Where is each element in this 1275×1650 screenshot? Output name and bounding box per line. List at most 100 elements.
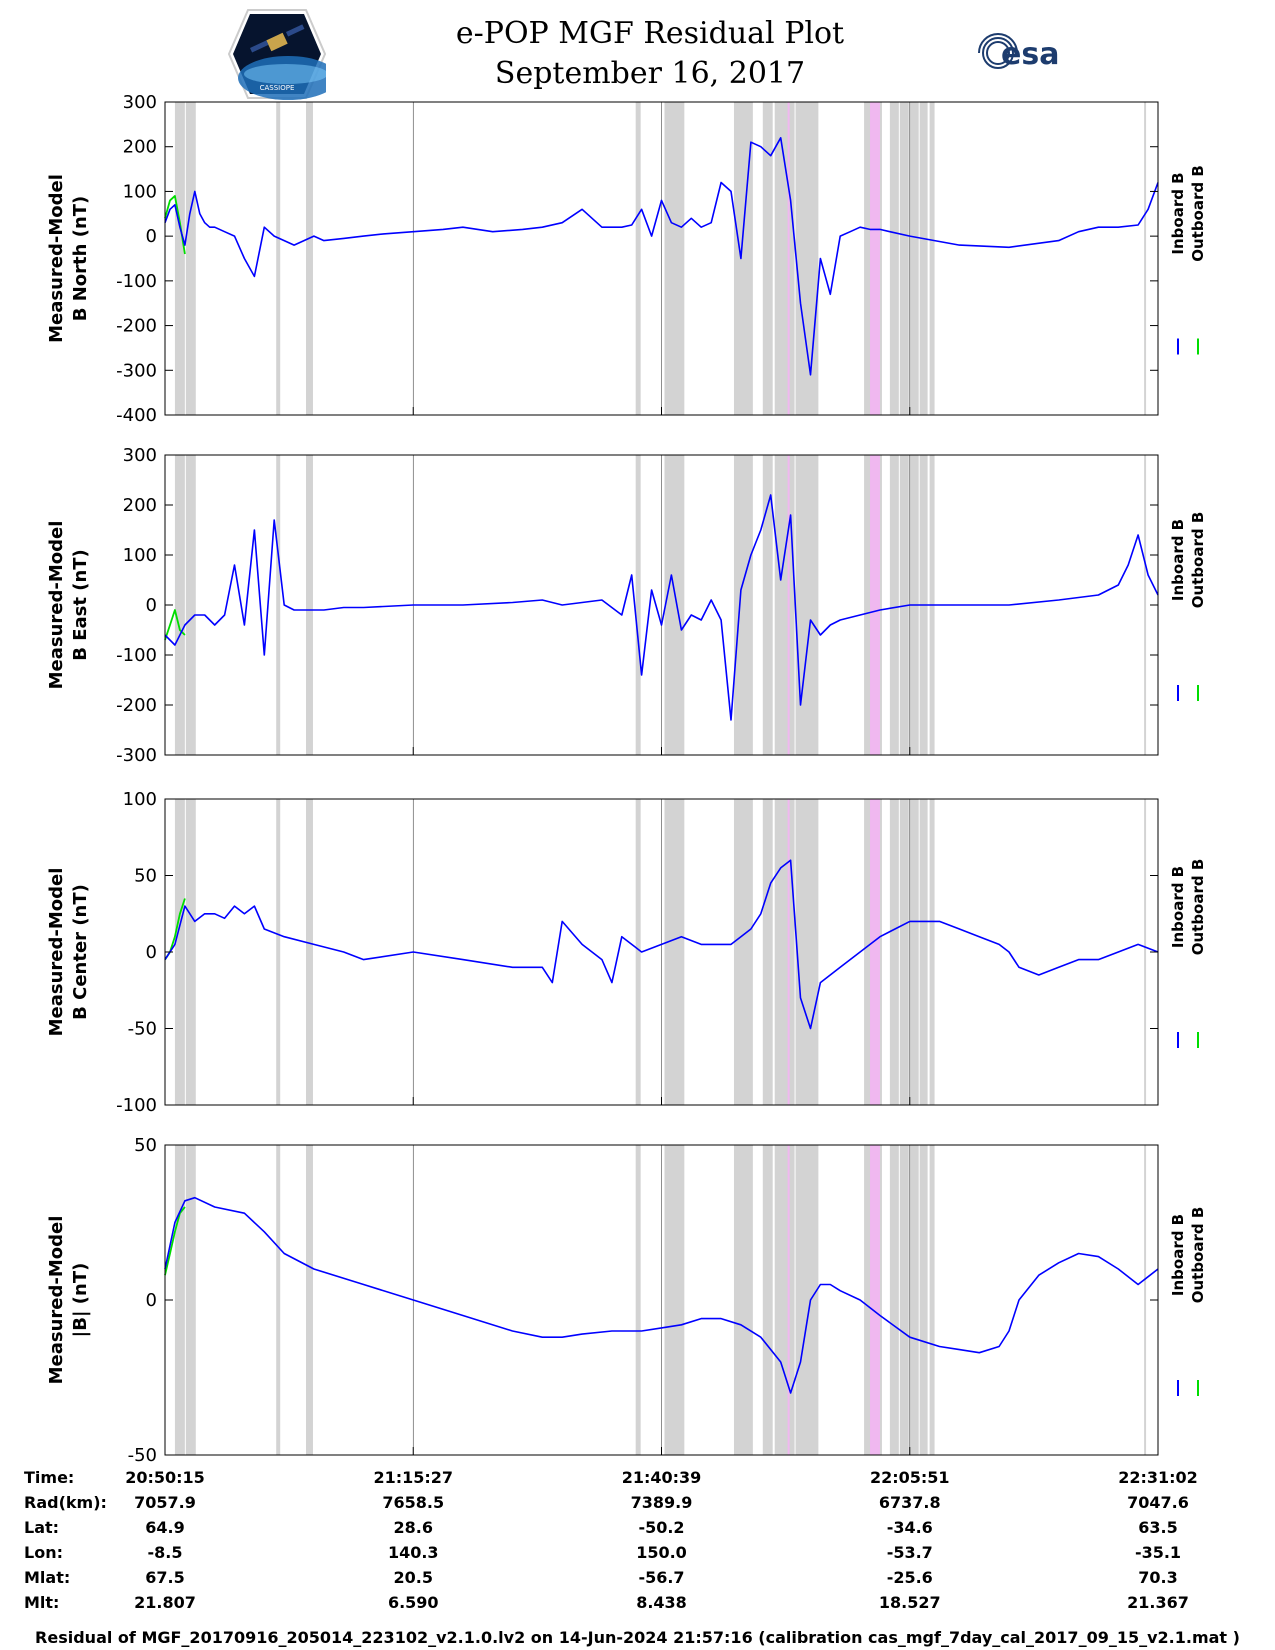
data-gap-band xyxy=(929,102,935,415)
data-gap-band xyxy=(635,799,641,1105)
info-cell: 21.807 xyxy=(134,1593,196,1612)
info-cell: 7057.9 xyxy=(134,1493,196,1512)
data-gap-band xyxy=(306,1145,313,1455)
y-tick-label: -400 xyxy=(116,405,157,426)
data-gap-highlight-band xyxy=(787,799,790,1105)
info-cell: 7047.6 xyxy=(1127,1493,1189,1512)
info-row-label: Mlt: xyxy=(24,1593,60,1612)
info-cell: -53.7 xyxy=(886,1543,933,1562)
cassiope-logo-text: CASSIOPE xyxy=(260,84,295,92)
data-gap-band xyxy=(774,1145,795,1455)
data-gap-highlight-band xyxy=(787,1145,790,1455)
y-axis-label-unit: B East (nT) xyxy=(70,549,91,661)
data-gap-band xyxy=(733,455,753,755)
info-cell: 28.6 xyxy=(393,1518,433,1537)
info-row: Mlt: 21.807 6.590 8.438 18.527 21.367 xyxy=(0,1593,1275,1617)
data-gap-band xyxy=(1144,102,1147,415)
info-cell: 140.3 xyxy=(387,1543,439,1562)
data-gap-highlight-band xyxy=(787,455,790,755)
legend-inboard-label: Inboard B xyxy=(1169,1214,1187,1296)
data-gap-band xyxy=(174,1145,185,1455)
data-gap-band xyxy=(929,799,935,1105)
info-row: Lon: -8.5 140.3 150.0 -53.7 -35.1 xyxy=(0,1543,1275,1567)
esa-logo-icon: esa xyxy=(978,33,1059,72)
y-axis-label: Measured-Model xyxy=(46,174,67,343)
y-tick-label: 100 xyxy=(123,545,157,566)
y-axis-label: Measured-Model xyxy=(46,1216,67,1385)
info-cell: 6.590 xyxy=(387,1593,439,1612)
plot-title: e-POP MGF Residual Plot September 16, 20… xyxy=(330,14,970,94)
inboard-series-line xyxy=(164,494,1159,721)
data-gap-band xyxy=(889,455,899,755)
data-gap-highlight-band xyxy=(870,799,880,1105)
info-cell: -35.1 xyxy=(1134,1543,1182,1562)
info-cell: -25.6 xyxy=(886,1568,933,1587)
data-gap-band xyxy=(909,1145,919,1455)
y-tick-label: 0 xyxy=(146,1290,157,1311)
info-cell: 21:40:39 xyxy=(621,1468,702,1487)
title-line-2: September 16, 2017 xyxy=(494,56,806,91)
data-gap-band xyxy=(306,799,313,1105)
info-cell: 150.0 xyxy=(636,1543,687,1562)
y-tick-label: -100 xyxy=(116,645,157,666)
legend-outboard-label: Outboard B xyxy=(1189,512,1207,609)
info-row-label: Mlat: xyxy=(24,1568,71,1587)
inboard-series-line xyxy=(164,1196,1159,1394)
data-gap-band xyxy=(733,799,753,1105)
panel-b-east: 300 200 100 0 -100 -200 -300 Measured-Model B Ea… xyxy=(46,445,1207,766)
data-gap-band xyxy=(762,1145,773,1455)
data-gap-band xyxy=(276,455,281,755)
data-gap-band xyxy=(1144,455,1147,755)
legend-outboard-label: Outboard B xyxy=(1189,859,1207,956)
cassiope-logo-icon: CASSIOPE xyxy=(228,9,326,100)
info-row: Time: 20:50:15 21:15:27 21:40:39 22:05:51 22:… xyxy=(0,1468,1275,1492)
orbit-info-table: Time: 20:50:15 21:15:27 21:40:39 22:05:51 22:… xyxy=(0,1468,1275,1630)
data-gap-highlight-band xyxy=(870,455,880,755)
data-gap-band xyxy=(185,799,196,1105)
info-row-label: Lat: xyxy=(24,1518,60,1537)
y-tick-label: 0 xyxy=(146,942,157,963)
y-tick-label: 0 xyxy=(146,226,157,247)
y-axis-label-unit: B Center (nT) xyxy=(70,884,91,1020)
y-axis-label-unit: B North (nT) xyxy=(70,196,91,322)
panel-b-magnitude: 50 0 -50 Measured-Model |B| (nT) Inboard B Out… xyxy=(46,1135,1207,1466)
data-gap-band xyxy=(276,102,281,415)
y-axis-label: Measured-Model xyxy=(46,868,67,1037)
data-gap-band xyxy=(306,102,313,415)
info-cell: 20:50:15 xyxy=(125,1468,205,1487)
info-row-label: Rad(km): xyxy=(24,1493,107,1512)
y-axis-label-unit: |B| (nT) xyxy=(70,1263,91,1338)
legend-inboard-label: Inboard B xyxy=(1169,172,1187,254)
y-tick-label: -200 xyxy=(116,695,157,716)
info-cell: -56.7 xyxy=(638,1568,685,1587)
info-cell: 18.527 xyxy=(878,1593,941,1612)
data-gap-band xyxy=(174,799,185,1105)
y-tick-label: 300 xyxy=(123,445,157,466)
data-gap-band xyxy=(899,102,909,415)
data-gap-band xyxy=(664,455,685,755)
panel-b-center: 100 50 0 -50 -100 Measured-Model B Center (nT)… xyxy=(46,789,1207,1116)
data-gap-highlight-band xyxy=(870,102,880,415)
data-gap-band xyxy=(919,799,928,1105)
info-cell: 70.3 xyxy=(1138,1568,1178,1587)
data-gap-band xyxy=(733,1145,753,1455)
data-gap-band xyxy=(185,455,196,755)
data-gap-band xyxy=(1144,799,1147,1105)
y-tick-label: 100 xyxy=(123,181,157,202)
data-gap-band xyxy=(909,102,919,415)
info-cell: 7389.9 xyxy=(630,1493,693,1512)
info-cell: -50.2 xyxy=(638,1518,685,1537)
data-gap-band xyxy=(185,102,196,415)
data-gap-band xyxy=(795,799,819,1105)
y-tick-label: 100 xyxy=(123,789,157,810)
y-tick-label: 200 xyxy=(123,137,157,158)
data-gap-band xyxy=(635,102,641,415)
inboard-series-line xyxy=(164,859,1159,1030)
footer-caption: Residual of MGF_20170916_205014_223102_v… xyxy=(35,1628,1240,1647)
inboard-series-line xyxy=(164,137,1159,376)
data-gap-band xyxy=(276,1145,281,1455)
data-gap-band xyxy=(174,455,185,755)
data-gap-band xyxy=(795,455,819,755)
y-tick-label: 0 xyxy=(146,595,157,616)
data-gap-band xyxy=(762,799,773,1105)
